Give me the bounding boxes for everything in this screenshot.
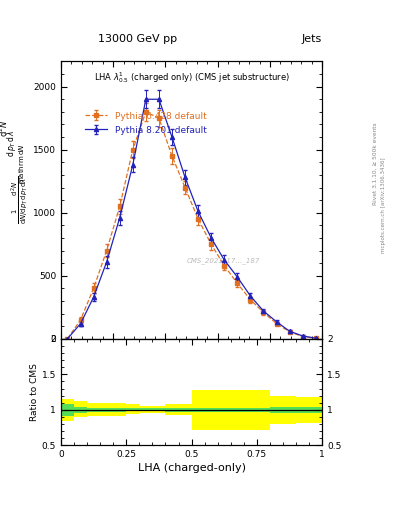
X-axis label: LHA (charged-only): LHA (charged-only) (138, 463, 246, 474)
Text: Rivet 3.1.10, ≥ 500k events: Rivet 3.1.10, ≥ 500k events (373, 122, 378, 205)
Y-axis label: $\frac{1}{\mathrm{d}N/\mathrm{d}p_T}\frac{\mathrm{d}^2N}{\mathrm{d}p_T\,\mathrm{: $\frac{1}{\mathrm{d}N/\mathrm{d}p_T}\fra… (9, 176, 30, 224)
Text: LHA $\lambda^1_{0.5}$ (charged only) (CMS jet substructure): LHA $\lambda^1_{0.5}$ (charged only) (CM… (94, 70, 290, 84)
Text: mcplots.cern.ch [arXiv:1306.3436]: mcplots.cern.ch [arXiv:1306.3436] (381, 157, 386, 252)
Text: Jets: Jets (302, 33, 322, 44)
Text: 13000 GeV pp: 13000 GeV pp (98, 33, 177, 44)
Legend: Pythia 6.428 default, Pythia 8.201 default: Pythia 6.428 default, Pythia 8.201 defau… (81, 108, 210, 139)
Text: CMS_2021_17…_187: CMS_2021_17…_187 (186, 258, 260, 265)
Text: $\mathrm{d}^2N$: $\mathrm{d}^2N$ (0, 119, 10, 137)
Text: $\mathrm{mathrm\,d}N$: $\mathrm{mathrm\,d}N$ (17, 143, 26, 184)
Text: $\mathrm{d}\,p_T\,\mathrm{d}\,\lambda$: $\mathrm{d}\,p_T\,\mathrm{d}\,\lambda$ (5, 130, 18, 157)
Y-axis label: Ratio to CMS: Ratio to CMS (30, 363, 39, 421)
